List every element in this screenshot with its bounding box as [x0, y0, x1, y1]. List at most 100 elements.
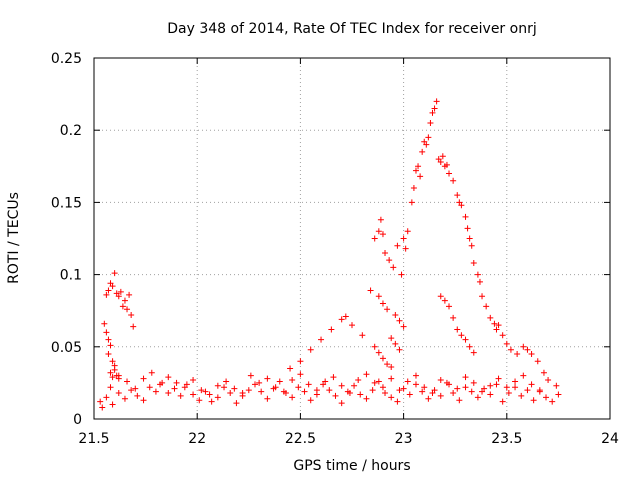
- point-layer: [97, 98, 562, 411]
- y-axis-label: ROTI / TECUs: [6, 192, 22, 284]
- x-tick-label: 23.5: [491, 431, 522, 447]
- data-point: [375, 293, 382, 300]
- data-point: [512, 378, 519, 385]
- x-tick-label: 21.5: [78, 431, 109, 447]
- data-point: [450, 177, 457, 184]
- data-point: [520, 343, 527, 350]
- data-point: [99, 404, 106, 411]
- data-point: [124, 378, 131, 385]
- data-point: [388, 394, 395, 401]
- data-point: [462, 374, 469, 381]
- data-point: [388, 375, 395, 382]
- y-tick-label: 0: [73, 412, 82, 428]
- data-point: [318, 336, 325, 343]
- x-tick-label: 22.5: [285, 431, 316, 447]
- data-point: [190, 377, 197, 384]
- data-point: [359, 332, 366, 339]
- data-point: [512, 384, 519, 391]
- data-point: [297, 358, 304, 365]
- data-point: [456, 397, 463, 404]
- data-point: [357, 391, 364, 398]
- data-point: [377, 216, 384, 223]
- data-point: [223, 378, 230, 385]
- data-point: [221, 384, 228, 391]
- data-point: [437, 392, 444, 399]
- data-point: [128, 312, 135, 319]
- data-point: [437, 377, 444, 384]
- data-point: [363, 395, 370, 402]
- data-point: [256, 379, 263, 386]
- data-point: [410, 184, 417, 191]
- data-point: [396, 317, 403, 324]
- data-point: [121, 297, 128, 304]
- data-point: [507, 346, 514, 353]
- data-point: [379, 231, 386, 238]
- data-point: [446, 170, 453, 177]
- data-point: [431, 105, 438, 112]
- data-point: [466, 343, 473, 350]
- data-point: [404, 378, 411, 385]
- data-point: [177, 392, 184, 399]
- data-point: [491, 320, 498, 327]
- data-point: [152, 388, 159, 395]
- data-point: [231, 385, 238, 392]
- data-point: [338, 316, 345, 323]
- data-point: [297, 371, 304, 378]
- data-point: [412, 381, 419, 388]
- data-point: [338, 382, 345, 389]
- data-point: [121, 395, 128, 402]
- data-point: [406, 391, 413, 398]
- data-point: [165, 390, 172, 397]
- data-point: [384, 306, 391, 313]
- data-point: [128, 387, 135, 394]
- data-point: [483, 303, 490, 310]
- data-point: [470, 349, 477, 356]
- data-point: [313, 387, 320, 394]
- data-point: [466, 235, 473, 242]
- data-point: [458, 332, 465, 339]
- data-point: [349, 322, 355, 329]
- data-point: [107, 369, 114, 376]
- data-point: [146, 384, 153, 391]
- y-tick-label: 0.15: [51, 195, 82, 211]
- data-point: [437, 293, 444, 300]
- data-point: [400, 385, 407, 392]
- data-point: [245, 387, 252, 394]
- data-point: [530, 397, 537, 404]
- data-point: [171, 385, 178, 392]
- data-point: [111, 366, 118, 373]
- data-point: [206, 391, 213, 398]
- data-point: [474, 271, 481, 278]
- data-point: [301, 388, 308, 395]
- data-point: [371, 235, 378, 242]
- y-tick-label: 0.05: [51, 340, 82, 356]
- data-point: [402, 245, 409, 252]
- data-point: [367, 287, 374, 294]
- data-point: [503, 340, 510, 347]
- data-point: [443, 161, 450, 168]
- data-point: [543, 394, 550, 401]
- data-point: [417, 173, 424, 180]
- data-point: [382, 390, 389, 397]
- data-point: [446, 381, 453, 388]
- data-point: [394, 398, 401, 405]
- data-point: [382, 249, 389, 256]
- data-point: [346, 390, 353, 397]
- data-point: [388, 335, 395, 342]
- data-point: [322, 378, 329, 385]
- data-point: [536, 387, 543, 394]
- data-point: [396, 387, 403, 394]
- data-point: [264, 375, 271, 382]
- data-point: [437, 158, 444, 165]
- data-point: [295, 384, 302, 391]
- data-point: [264, 395, 271, 402]
- data-point: [528, 351, 535, 358]
- data-point: [392, 312, 399, 319]
- data-point: [105, 351, 112, 358]
- data-point: [379, 300, 386, 307]
- data-point: [272, 384, 279, 391]
- data-point: [520, 372, 527, 379]
- data-point: [198, 387, 205, 394]
- data-point: [468, 388, 475, 395]
